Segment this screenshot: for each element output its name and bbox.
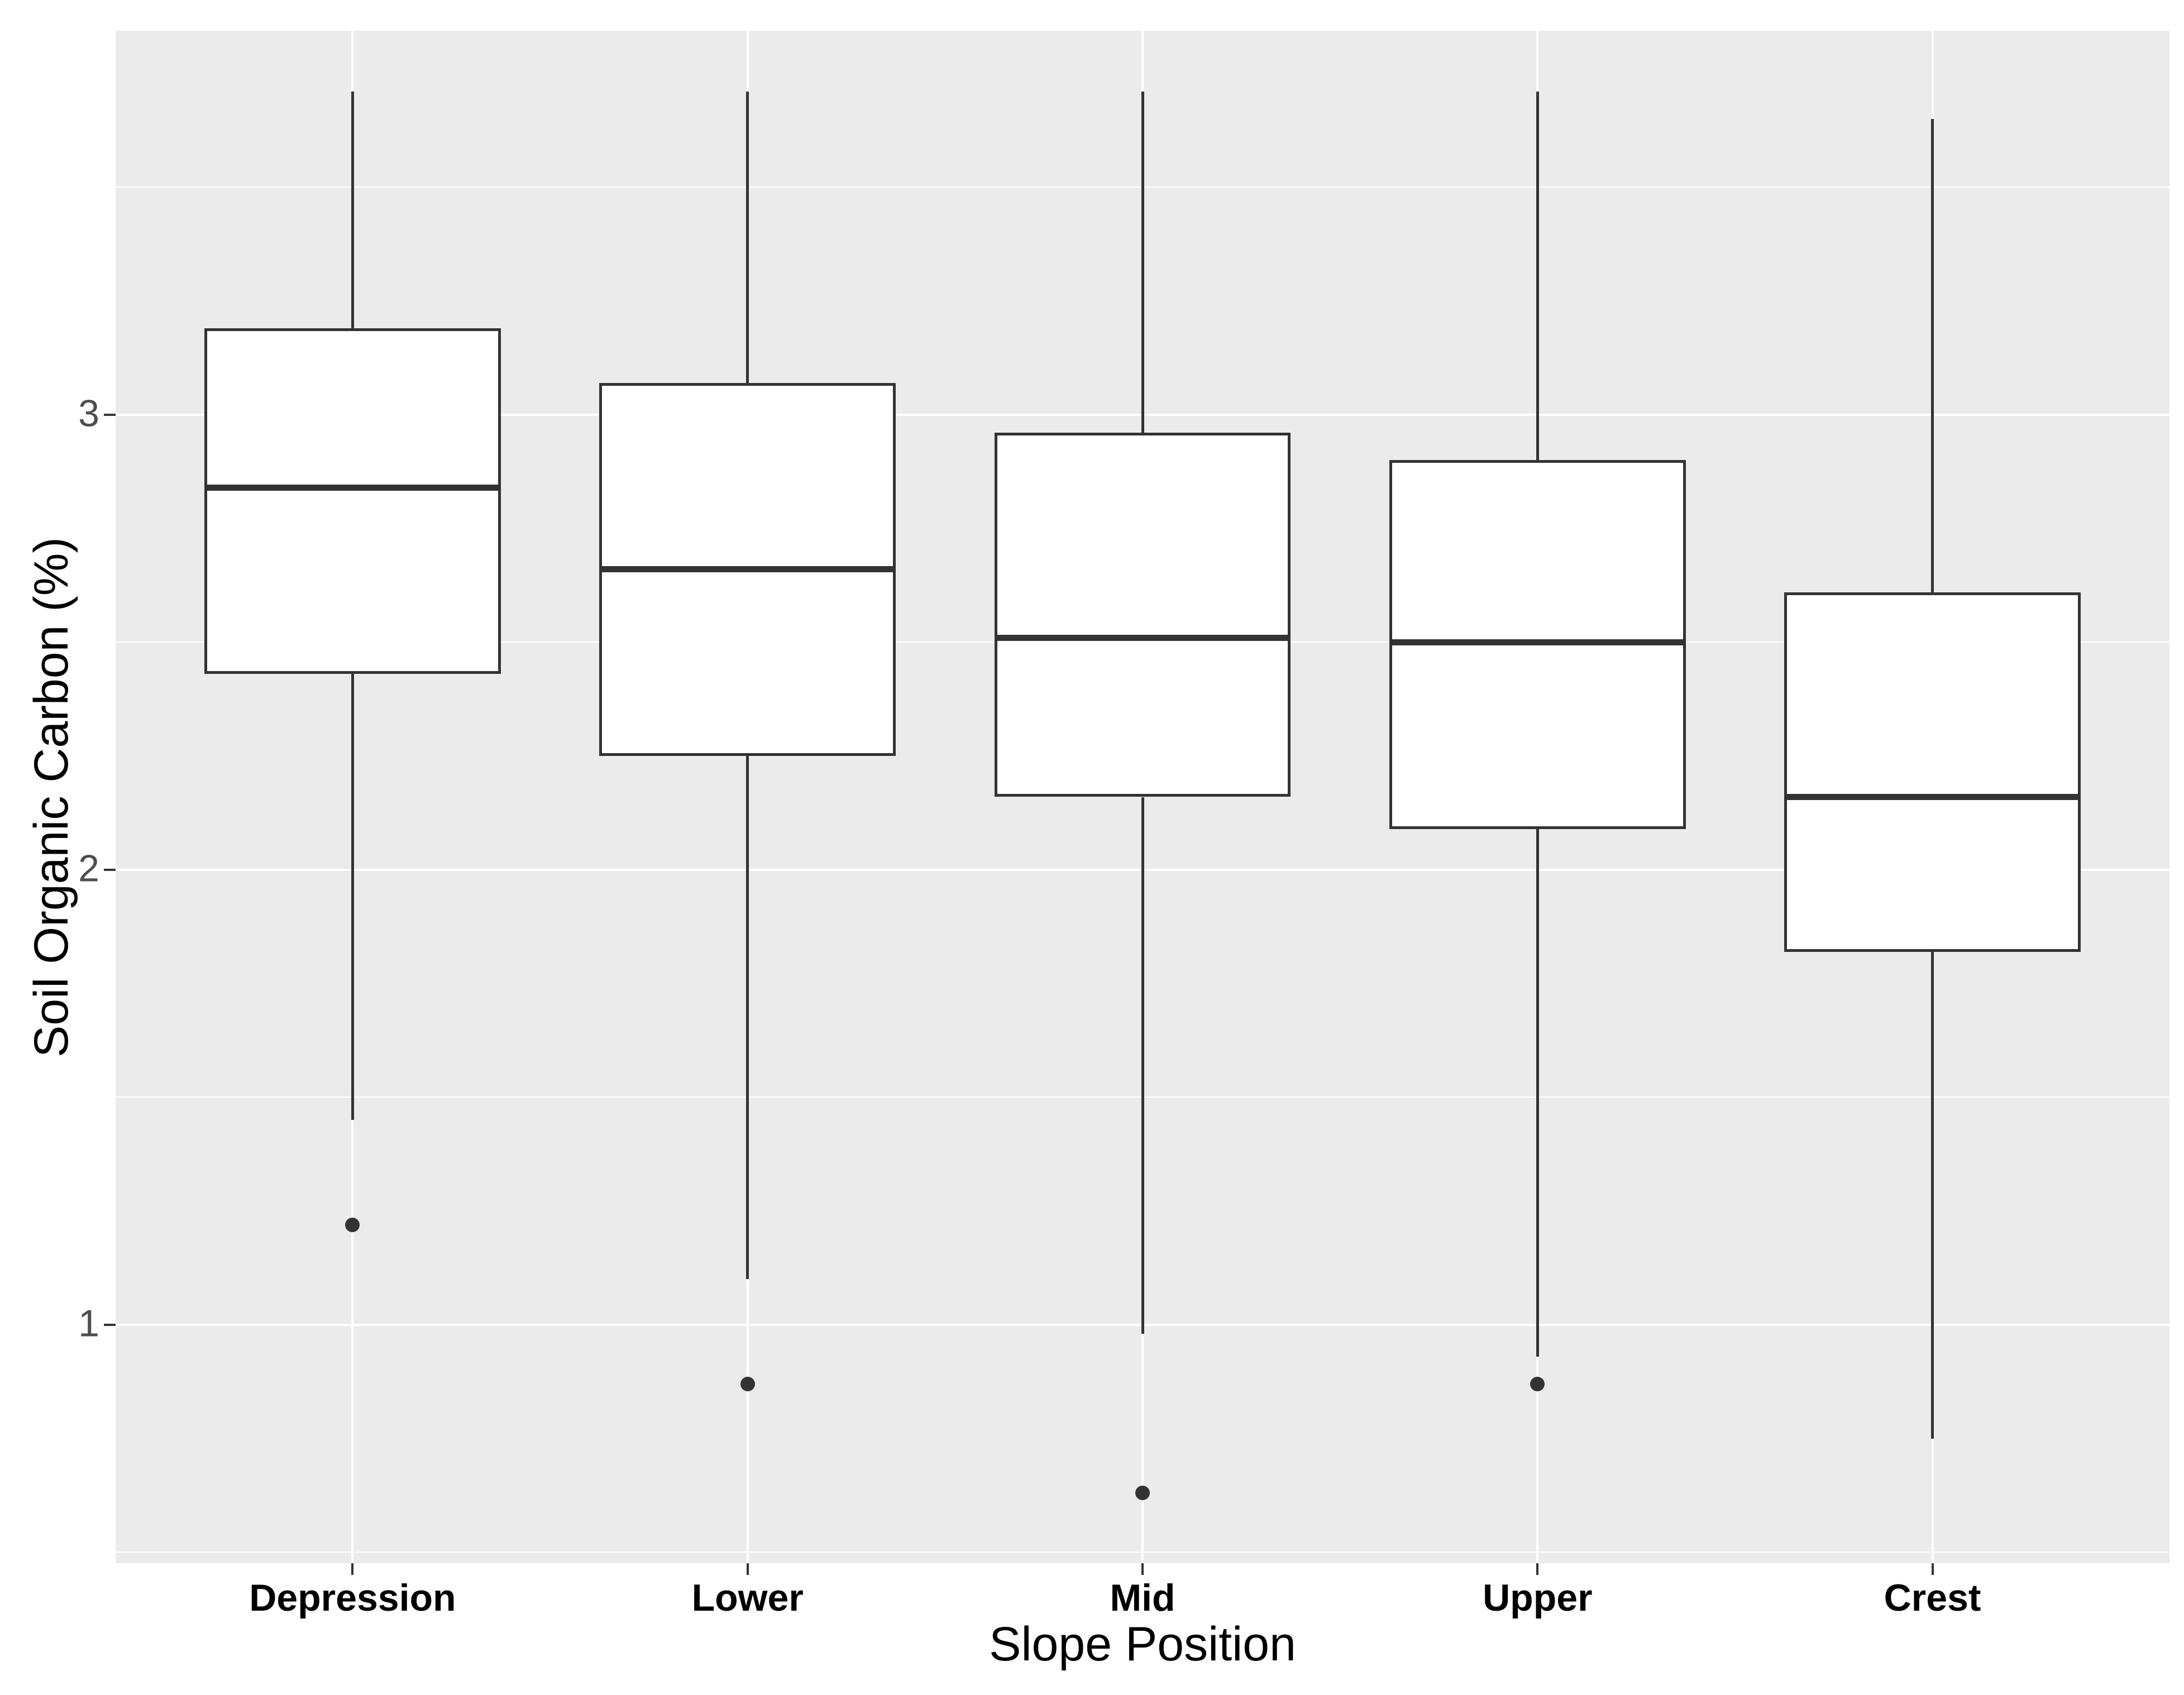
x-tick-label: Depression xyxy=(249,1577,456,1619)
y-tick-label: 1 xyxy=(78,1302,99,1345)
lower-whisker xyxy=(1931,951,1934,1439)
boxes-layer xyxy=(116,31,2169,1563)
iqr-box xyxy=(994,433,1291,797)
lower-whisker xyxy=(351,674,354,1121)
lower-whisker xyxy=(1536,829,1539,1357)
median-line xyxy=(1784,794,2081,800)
lower-whisker xyxy=(1141,797,1144,1334)
x-tick-mark xyxy=(1536,1563,1539,1575)
y-tick-mark xyxy=(104,1323,116,1326)
median-line xyxy=(204,484,501,491)
plot-panel xyxy=(116,31,2169,1563)
x-tick-label: Mid xyxy=(1110,1577,1175,1619)
x-tick-label: Upper xyxy=(1483,1577,1593,1619)
outlier-point xyxy=(1530,1376,1545,1391)
y-tick-label: 2 xyxy=(78,847,99,890)
x-axis-title: Slope Position xyxy=(989,1617,1296,1671)
x-tick-mark xyxy=(746,1563,749,1575)
lower-whisker xyxy=(746,756,749,1280)
median-line xyxy=(994,634,1291,641)
x-tick-label: Crest xyxy=(1884,1577,1981,1619)
iqr-box xyxy=(204,328,501,674)
upper-whisker xyxy=(1141,92,1144,433)
median-line xyxy=(599,566,896,573)
upper-whisker xyxy=(746,92,749,383)
y-tick-mark xyxy=(104,868,116,871)
x-tick-mark xyxy=(1931,1563,1934,1575)
y-tick-mark xyxy=(104,413,116,416)
x-tick-mark xyxy=(1141,1563,1144,1575)
outlier-point xyxy=(1135,1486,1150,1501)
x-tick-label: Lower xyxy=(691,1577,804,1619)
y-axis-title: Soil Organic Carbon (%) xyxy=(25,537,78,1057)
outlier-point xyxy=(740,1376,755,1391)
y-tick-label: 3 xyxy=(78,392,99,435)
median-line xyxy=(1389,639,1686,645)
upper-whisker xyxy=(351,92,354,328)
iqr-box xyxy=(1784,592,2081,952)
upper-whisker xyxy=(1536,92,1539,461)
upper-whisker xyxy=(1931,119,1934,592)
outlier-point xyxy=(345,1217,360,1232)
x-tick-mark xyxy=(351,1563,354,1575)
